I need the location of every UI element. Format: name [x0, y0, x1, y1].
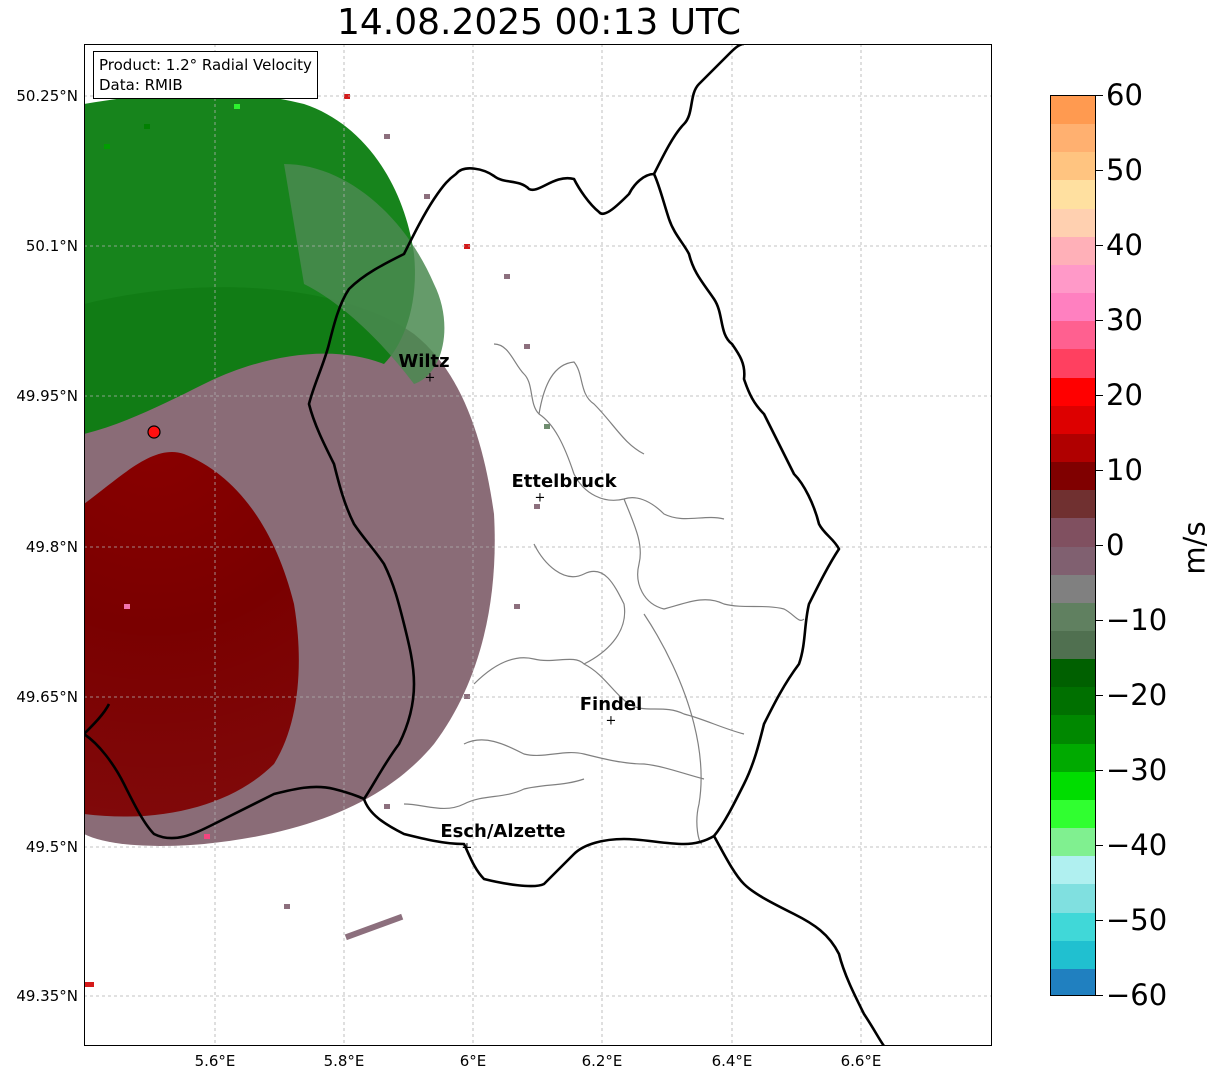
colorbar-tick — [1096, 470, 1103, 471]
lon-label-6-4: 6.4°E — [711, 1052, 753, 1070]
germany-border — [652, 44, 745, 175]
colorbar-tick-label: 0 — [1106, 528, 1125, 562]
colorbar-segment — [1051, 462, 1095, 491]
colorbar-segment — [1051, 377, 1095, 406]
colorbar-segment — [1051, 856, 1095, 885]
colorbar-segment — [1051, 659, 1095, 688]
colorbar-segment — [1051, 715, 1095, 744]
map-title: 14.08.2025 00:13 UTC — [336, 2, 742, 43]
colorbar-segment — [1051, 884, 1095, 913]
national-borders — [84, 44, 886, 1046]
colorbar-segment — [1051, 968, 1095, 995]
colorbar-unit-label: m/s — [1177, 521, 1207, 575]
velocity-colorbar — [1050, 95, 1096, 996]
colorbar-segment — [1051, 743, 1095, 772]
colorbar-tick — [1096, 695, 1103, 696]
colorbar-tick-label: −10 — [1106, 603, 1168, 637]
lat-label-49-5: 49.5°N — [25, 838, 78, 856]
colorbar-segment — [1051, 124, 1095, 153]
lon-label-5-6: 5.6°E — [194, 1052, 236, 1070]
city-label-wiltz: Wiltz — [398, 351, 450, 372]
city-marker-esch-alzette: + — [461, 840, 473, 856]
colorbar-segment — [1051, 518, 1095, 547]
colorbar-tick-label: 60 — [1106, 78, 1143, 112]
colorbar-segment — [1051, 602, 1095, 631]
colorbar-segment — [1051, 405, 1095, 434]
colorbar-segment — [1051, 349, 1095, 378]
france-border-south — [84, 732, 365, 840]
product-info-box: Product: 1.2° Radial Velocity Data: RMIB — [93, 51, 318, 99]
product-label: Product: 1.2° Radial Velocity — [99, 56, 312, 74]
colorbar-tick — [1096, 845, 1103, 846]
colorbar-segment — [1051, 433, 1095, 463]
colorbar-tick — [1096, 320, 1103, 321]
colorbar-tick — [1096, 995, 1103, 996]
colorbar-tick — [1096, 920, 1103, 921]
lon-label-5-8: 5.8°E — [323, 1052, 365, 1070]
lat-label-50-25: 50.25°N — [16, 87, 78, 105]
colorbar-segment — [1051, 180, 1095, 209]
colorbar-segment — [1051, 912, 1095, 941]
colorbar-segment — [1051, 152, 1095, 181]
colorbar-segment — [1051, 264, 1095, 294]
colorbar-segment — [1051, 687, 1095, 716]
france-border-east — [712, 835, 886, 1046]
colorbar-segment — [1051, 799, 1095, 829]
radar-site-marker — [147, 425, 161, 439]
colorbar-tick-label: 20 — [1106, 378, 1143, 412]
colorbar-tick — [1096, 245, 1103, 246]
colorbar-segment — [1051, 321, 1095, 350]
colorbar-segment — [1051, 940, 1095, 969]
city-label-ettelbruck: Ettelbruck — [511, 471, 617, 492]
radar-echo-outbound — [84, 452, 299, 817]
colorbar-tick-label: −20 — [1106, 678, 1168, 712]
lon-label-6-6: 6.6°E — [840, 1052, 882, 1070]
radar-map — [84, 44, 992, 1046]
city-marker-wiltz: + — [424, 370, 436, 386]
colorbar-tick — [1096, 95, 1103, 96]
colorbar-segment — [1051, 490, 1095, 519]
colorbar-tick — [1096, 170, 1103, 171]
colorbar-segment — [1051, 236, 1095, 265]
lat-label-49-65: 49.65°N — [16, 688, 78, 706]
city-label-esch-alzette: Esch/Alzette — [440, 821, 566, 842]
city-label-findel: Findel — [579, 694, 643, 715]
colorbar-tick-label: 50 — [1106, 153, 1143, 187]
data-source-label: Data: RMIB — [99, 76, 183, 94]
map-frame — [84, 44, 992, 1046]
lat-label-49-8: 49.8°N — [25, 538, 78, 556]
colorbar-tick — [1096, 770, 1103, 771]
colorbar-segment — [1051, 574, 1095, 603]
lat-label-49-95: 49.95°N — [16, 387, 78, 405]
colorbar-segment — [1051, 630, 1095, 660]
colorbar-tick — [1096, 545, 1103, 546]
city-marker-ettelbruck: + — [534, 490, 546, 506]
colorbar-tick-label: 30 — [1106, 303, 1143, 337]
lon-label-6-2: 6.2°E — [581, 1052, 623, 1070]
colorbar-segment — [1051, 546, 1095, 575]
canton-borders — [403, 343, 805, 845]
colorbar-tick-label: −40 — [1106, 828, 1168, 862]
radar-echo-inbound-edge — [284, 164, 445, 384]
lat-label-50-1: 50.1°N — [25, 237, 78, 255]
graticule — [84, 44, 992, 1046]
colorbar-segment — [1051, 208, 1095, 237]
colorbar-tick-label: −50 — [1106, 903, 1168, 937]
colorbar-segment — [1051, 96, 1095, 125]
colorbar-tick-label: 10 — [1106, 453, 1143, 487]
colorbar-tick — [1096, 395, 1103, 396]
colorbar-tick-label: −60 — [1106, 978, 1168, 1012]
colorbar-tick-label: −30 — [1106, 753, 1168, 787]
city-marker-findel: + — [605, 713, 617, 729]
colorbar-segment — [1051, 293, 1095, 322]
radar-echo-speckle — [84, 94, 550, 987]
belgium-border-west — [84, 703, 111, 735]
colorbar-tick — [1096, 620, 1103, 621]
colorbar-segment — [1051, 771, 1095, 800]
lat-label-49-35: 49.35°N — [16, 987, 78, 1005]
colorbar-tick-label: 40 — [1106, 228, 1143, 262]
colorbar-segment — [1051, 828, 1095, 857]
lon-label-6: 6°E — [459, 1052, 487, 1070]
